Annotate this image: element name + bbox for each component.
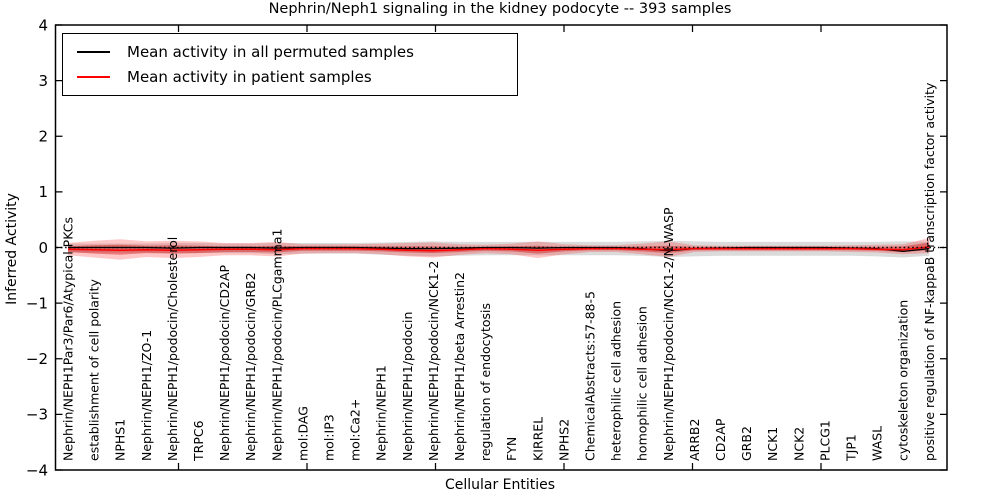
y-tick-label: −1: [26, 294, 48, 312]
x-category-label: CD2AP: [713, 418, 728, 461]
x-category-label: Nephrin/NEPH1/ZO-1: [139, 330, 154, 461]
x-category-label: NPHS2: [556, 419, 571, 461]
x-category-label: FYN: [504, 437, 519, 461]
x-category-label: Nephrin/NEPH1/podocin/PLCgamma1: [269, 229, 284, 461]
x-category-label: KIRREL: [530, 417, 545, 461]
y-tick-label: 2: [38, 128, 48, 146]
x-category-label: ChemicalAbstracts:57-88-5: [583, 291, 598, 461]
x-category-label: ARRB2: [687, 419, 702, 461]
y-tick-label: 4: [38, 16, 48, 34]
y-tick-label: −2: [26, 350, 48, 368]
x-category-label: Nephrin/NEPH1Par3/Par6/Atypical PKCs: [61, 217, 76, 461]
x-category-label: mol:IP3: [322, 414, 337, 461]
legend-entry-patient: Mean activity in patient samples: [73, 68, 507, 86]
x-category-label: mol:Ca2+: [348, 399, 363, 461]
x-category-label: Nephrin/NEPH1/podocin/GRB2: [243, 272, 258, 461]
plot-frame: [54, 24, 948, 471]
x-category-label: heterophilic cell adhesion: [609, 301, 624, 461]
y-tick-label: 0: [38, 239, 48, 257]
x-category-label: Nephrin/NEPH1/podocin: [400, 312, 415, 461]
x-category-label: homophilic cell adhesion: [635, 306, 650, 461]
y-tick-label: 3: [38, 72, 48, 90]
x-category-label: Nephrin/NEPH1/podocin/NCK1-2: [426, 261, 441, 461]
x-axis-label: Cellular Entities: [444, 477, 556, 493]
x-category-label: PLCG1: [817, 420, 832, 461]
x-category-label: GRB2: [739, 426, 754, 461]
x-category-label: NCK1: [765, 427, 780, 461]
legend-label-permuted: Mean activity in all permuted samples: [127, 43, 414, 61]
legend-label-patient: Mean activity in patient samples: [127, 68, 372, 86]
x-category-label: positive regulation of NF-kappaB transcr…: [922, 82, 937, 461]
patient-line-swatch: [77, 76, 110, 78]
legend-box: Mean activity in all permuted samples Me…: [62, 33, 518, 96]
x-category-label: regulation of endocytosis: [478, 303, 493, 461]
x-category-label: Nephrin/NEPH1/podocin/Cholesterol: [165, 237, 180, 461]
x-category-label: WASL: [870, 426, 885, 461]
x-category-label: NCK2: [791, 427, 806, 461]
y-tick-label: −4: [26, 461, 48, 479]
series-line-patient: [67, 246, 930, 252]
x-category-label: Nephrin/NEPH1/podocin/CD2AP: [217, 265, 232, 461]
legend-entry-permuted: Mean activity in all permuted samples: [73, 43, 507, 61]
x-category-label: TRPC6: [191, 420, 206, 462]
x-category-label: mol:DAG: [295, 406, 310, 461]
permuted-line-swatch: [77, 51, 110, 53]
x-category-label: Nephrin/NEPH1/podocin/NCK1-2/N-WASP: [661, 207, 676, 461]
x-category-label: cytoskeleton organization: [896, 300, 911, 461]
y-tick-label: −3: [26, 406, 48, 424]
y-tick-label: 1: [38, 183, 48, 201]
x-category-label: NPHS1: [113, 419, 128, 461]
x-category-label: Nephrin/NEPH1/beta Arrestin2: [452, 272, 467, 461]
x-category-label: TJP1: [844, 434, 859, 462]
x-category-label: establishment of cell polarity: [87, 279, 102, 461]
chart-title: Nephrin/Neph1 signaling in the kidney po…: [268, 1, 732, 17]
x-category-label: Nephrin/NEPH1: [374, 365, 389, 461]
